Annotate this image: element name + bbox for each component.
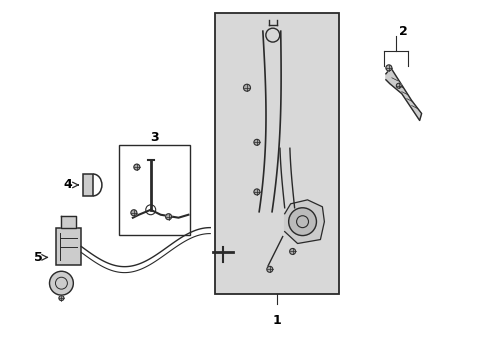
Circle shape xyxy=(396,83,401,88)
Text: 1: 1 xyxy=(272,314,281,327)
Text: 3: 3 xyxy=(150,131,159,144)
Polygon shape xyxy=(61,216,76,228)
Circle shape xyxy=(254,139,260,145)
Circle shape xyxy=(290,248,295,255)
Circle shape xyxy=(59,296,64,301)
Polygon shape xyxy=(285,200,324,243)
Circle shape xyxy=(386,65,392,71)
Circle shape xyxy=(267,266,273,272)
Circle shape xyxy=(244,84,250,91)
Bar xyxy=(56,228,81,265)
Circle shape xyxy=(134,164,140,170)
Text: 2: 2 xyxy=(399,24,408,38)
Bar xyxy=(83,174,93,196)
Polygon shape xyxy=(386,68,421,121)
Bar xyxy=(215,13,339,294)
Bar xyxy=(119,145,191,235)
Text: 5: 5 xyxy=(34,251,43,264)
Circle shape xyxy=(289,208,317,235)
Circle shape xyxy=(131,210,137,216)
Text: 4: 4 xyxy=(63,179,72,192)
Circle shape xyxy=(254,189,260,195)
Circle shape xyxy=(49,271,74,295)
Circle shape xyxy=(166,214,171,220)
